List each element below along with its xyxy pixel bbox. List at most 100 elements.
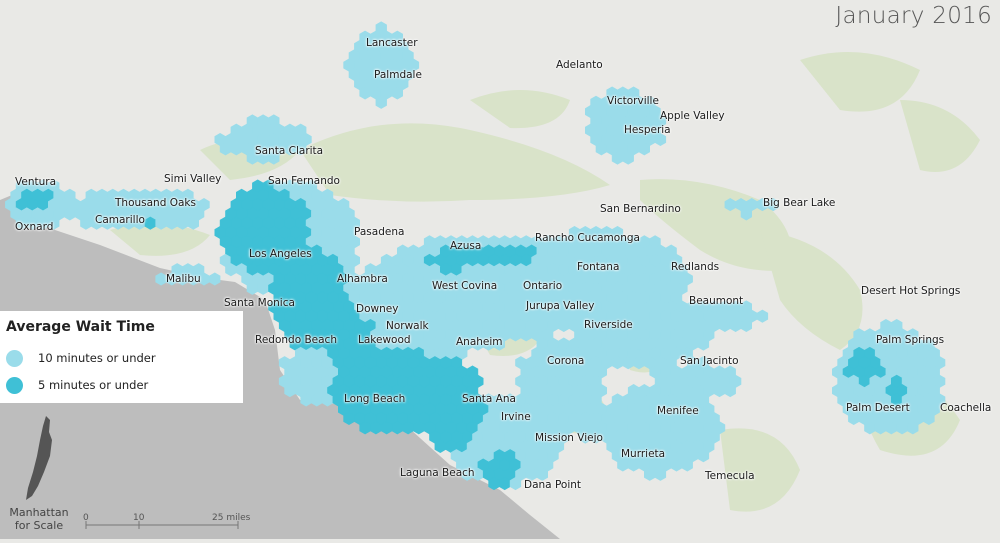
city-label: Thousand Oaks xyxy=(115,197,196,209)
city-label: Fontana xyxy=(577,261,620,273)
city-label: Apple Valley xyxy=(660,110,725,122)
coverage-hex xyxy=(622,151,634,165)
coverage-hex xyxy=(654,467,667,481)
city-label: Alhambra xyxy=(337,273,388,285)
coverage-hex xyxy=(767,198,779,212)
coverage-hex xyxy=(729,318,742,333)
city-label: Palm Desert xyxy=(846,402,910,414)
city-label: Anaheim xyxy=(456,336,503,348)
city-label: Laguna Beach xyxy=(400,467,475,479)
coverage-hex xyxy=(864,421,876,435)
coverage-hex xyxy=(80,216,92,230)
city-label: West Covina xyxy=(432,280,498,292)
coverage-hex xyxy=(166,216,178,230)
city-label: San Fernando xyxy=(268,175,340,187)
city-label: Pasadena xyxy=(354,226,405,238)
city-label: Coachella xyxy=(940,402,992,414)
coverage-hex xyxy=(257,281,269,295)
coverage-hex xyxy=(176,216,189,230)
manhattan-shape xyxy=(26,416,52,500)
coverage-hex xyxy=(697,449,710,463)
coverage-hex xyxy=(633,356,645,370)
coverage-hex xyxy=(359,421,371,435)
city-label: Victorville xyxy=(607,95,659,107)
coverage-hex xyxy=(155,272,167,286)
coverage-hex xyxy=(402,421,414,435)
coverage-hex xyxy=(493,337,506,351)
city-label: Mission Viejo xyxy=(535,432,603,444)
coverage-hex xyxy=(219,142,232,156)
legend-title: Average Wait Time xyxy=(6,319,155,335)
coverage-hex xyxy=(300,393,312,407)
city-label: San Jacinto xyxy=(680,355,739,367)
city-label: Santa Clarita xyxy=(255,145,324,157)
coverage-hex xyxy=(64,207,76,221)
coverage-hex xyxy=(321,393,334,407)
coverage-hex xyxy=(391,421,404,435)
city-label: Hesperia xyxy=(624,124,671,136)
manhattan-label-line1: Manhattan xyxy=(9,506,69,519)
city-label: Camarillo xyxy=(95,214,145,226)
coverage-hex xyxy=(617,458,629,472)
coverage-hex xyxy=(187,216,199,230)
coverage-hex xyxy=(343,411,355,426)
city-label: Lakewood xyxy=(358,334,411,346)
city-label: Santa Ana xyxy=(462,393,516,405)
manhattan-label-line2: for Scale xyxy=(14,519,64,532)
coverage-hex xyxy=(488,477,500,491)
coverage-hex xyxy=(47,216,60,230)
coverage-hex xyxy=(670,458,683,472)
city-label: Jurupa Valley xyxy=(526,300,595,312)
city-label: Redondo Beach xyxy=(255,334,337,346)
coverage-hex xyxy=(509,328,522,342)
city-label: Simi Valley xyxy=(164,173,222,185)
coverage-hex xyxy=(509,477,522,491)
city-label: Big Bear Lake xyxy=(763,197,836,209)
coverage-hex xyxy=(391,86,404,100)
city-label: Long Beach xyxy=(344,393,406,405)
city-label: Ontario xyxy=(523,280,563,292)
coverage-hex xyxy=(520,328,532,342)
city-label: Irvine xyxy=(501,411,531,423)
city-label: Azusa xyxy=(450,240,482,252)
coverage-hex xyxy=(874,421,887,435)
legend-item-10-minutes: 10 minutes or under xyxy=(6,349,156,367)
coverage-hex xyxy=(681,458,693,472)
city-label: Palmdale xyxy=(374,69,422,81)
city-label: Menifee xyxy=(657,405,699,417)
manhattan-scale-label: Manhattan for Scale xyxy=(5,506,73,532)
coverage-hex xyxy=(740,207,753,221)
coverage-hex xyxy=(155,216,167,230)
scale-tick-25: 25 miles xyxy=(212,513,251,523)
coverage-hex xyxy=(719,318,731,333)
city-label: Santa Monica xyxy=(224,297,295,309)
coverage-hex xyxy=(536,467,549,481)
coverage-hex xyxy=(499,477,511,491)
dark-swatch-icon xyxy=(6,376,23,394)
city-label: Downey xyxy=(356,303,399,315)
city-label: Redlands xyxy=(671,261,720,273)
coverage-hex xyxy=(724,384,736,398)
city-label: Norwalk xyxy=(386,320,429,332)
city-label: Oxnard xyxy=(15,221,54,233)
ocean-layer xyxy=(0,195,560,539)
coverage-hex xyxy=(923,411,935,426)
coverage-hex xyxy=(756,309,769,323)
city-label: Los Angeles xyxy=(249,248,312,260)
coverage-hex xyxy=(225,263,237,277)
coverage-hex xyxy=(311,393,323,407)
coverage-hex xyxy=(740,318,753,333)
city-label: Adelanto xyxy=(556,59,603,71)
city-label: Temecula xyxy=(705,470,755,482)
coverage-hex xyxy=(284,384,296,398)
city-label: Ventura xyxy=(15,176,57,188)
coverage-hex xyxy=(375,95,387,109)
city-label: Malibu xyxy=(166,273,201,285)
scale-tick-0: 0 xyxy=(83,513,89,523)
wait-time-hexes xyxy=(5,21,946,491)
coverage-hex xyxy=(638,142,651,156)
coverage-hex xyxy=(724,198,736,212)
city-label: San Bernardino xyxy=(600,203,681,215)
city-label: Dana Point xyxy=(524,479,582,491)
